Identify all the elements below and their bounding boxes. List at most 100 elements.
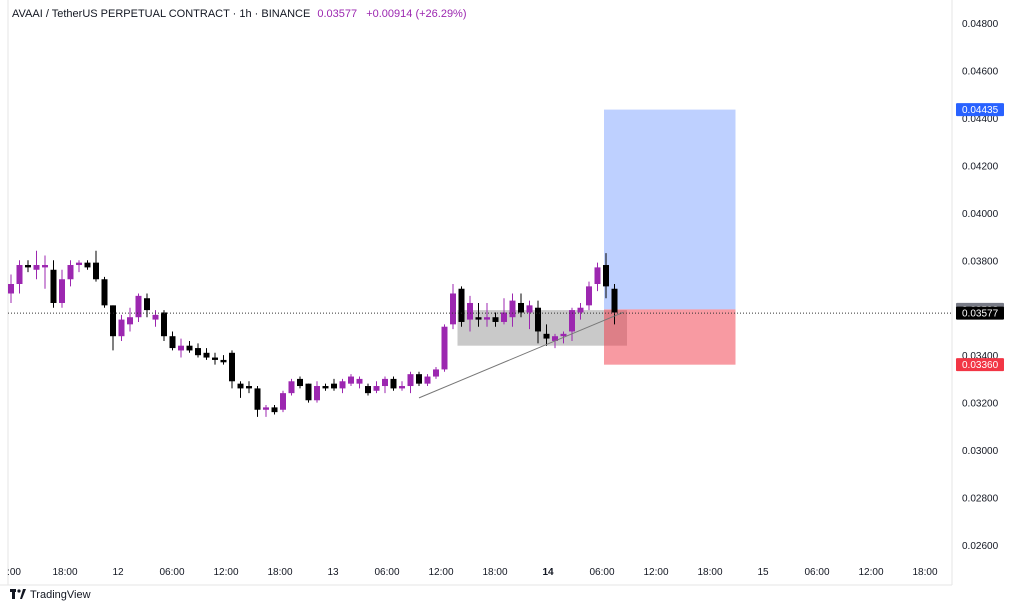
- candle: [50, 260, 57, 308]
- chart-legend-header: AVAAI / TetherUS PERPETUAL CONTRACT · 1h…: [12, 8, 467, 20]
- candle: [203, 348, 210, 360]
- candle-body: [331, 383, 337, 389]
- tradingview-logo-icon: [10, 588, 26, 602]
- candle: [407, 371, 414, 394]
- position-target-zone: [604, 109, 736, 310]
- candle: [535, 300, 541, 344]
- candle-body: [603, 265, 609, 287]
- trendline: [418, 312, 624, 399]
- candle: [543, 324, 550, 346]
- candle: [280, 390, 286, 413]
- candle: [186, 340, 193, 353]
- candle: [25, 260, 31, 273]
- price-tick-label: 0.03000: [962, 446, 999, 457]
- candle: [16, 260, 23, 294]
- candle-body: [144, 298, 150, 311]
- candle-body: [560, 333, 567, 337]
- brand-name: TradingView: [30, 589, 91, 601]
- time-tick-label: 18:00: [697, 567, 722, 578]
- price-tick-label: 0.04200: [962, 161, 999, 172]
- time-tick-label: 18:00: [267, 567, 292, 578]
- symbol-title[interactable]: AVAAI / TetherUS PERPETUAL CONTRACT · 1h…: [12, 8, 311, 20]
- candle-body: [509, 300, 516, 318]
- candle: [450, 284, 456, 330]
- candle-body: [373, 386, 380, 391]
- candle: [135, 293, 142, 322]
- candle-body: [169, 336, 176, 349]
- price-tag: 0.03360: [956, 358, 1004, 372]
- time-tick-label: 12: [112, 567, 124, 578]
- candle-body: [382, 378, 388, 387]
- time-tick-label: 15: [757, 567, 769, 578]
- candles-layer: [8, 250, 618, 417]
- candle-body: [288, 381, 295, 394]
- candle-body: [586, 286, 592, 306]
- candle-body: [314, 386, 320, 401]
- candle-body: [59, 279, 65, 303]
- price-tag-label: 0.04435: [962, 105, 999, 116]
- candle-body: [161, 312, 167, 337]
- candle: [356, 376, 363, 389]
- candle-body: [399, 386, 405, 389]
- price-tick-label: 0.03800: [962, 256, 999, 267]
- candle-body: [212, 357, 218, 360]
- time-tick-label: 06:00: [159, 567, 184, 578]
- candle-body: [195, 348, 201, 356]
- candle-body: [365, 386, 371, 394]
- candle: [399, 381, 405, 391]
- candle-body: [467, 302, 473, 320]
- candle: [297, 376, 303, 389]
- time-tick-label: 12:00: [858, 567, 883, 578]
- candle-body: [178, 345, 184, 351]
- candle-body: [339, 381, 346, 389]
- candle-body: [458, 288, 465, 322]
- candle: [33, 250, 40, 280]
- candle: [314, 381, 320, 403]
- candle: [246, 381, 252, 394]
- candle-body: [526, 305, 533, 313]
- candle: [416, 371, 422, 387]
- candle-body: [577, 307, 584, 313]
- tradingview-brand[interactable]: TradingView: [10, 588, 91, 602]
- price-tag-label: 0.03577: [962, 309, 999, 320]
- candle: [212, 352, 218, 365]
- time-tick-label: :00: [7, 567, 21, 578]
- candle-body: [25, 265, 31, 268]
- candle-body: [475, 317, 482, 320]
- candle-body: [271, 407, 278, 413]
- candle-body: [152, 314, 159, 320]
- time-scale[interactable]: :00 18:00 12 06:00 12:00 18:00 13 06:00 12:00 18:…: [7, 567, 938, 578]
- candle-body: [552, 336, 558, 341]
- drawing-lines-layer: [8, 312, 952, 399]
- candle-body: [67, 265, 74, 280]
- candle-body: [33, 265, 40, 270]
- candle: [458, 286, 465, 327]
- candle-body: [441, 326, 448, 370]
- candle: [263, 405, 269, 417]
- time-tick-label: 12:00: [213, 567, 238, 578]
- candle-body: [356, 378, 363, 384]
- candle: [526, 300, 533, 330]
- candle-body: [50, 269, 57, 303]
- candle: [237, 381, 244, 398]
- candle-body: [450, 293, 456, 325]
- price-tick-label: 0.03200: [962, 399, 999, 410]
- candle: [475, 302, 482, 327]
- candle: [373, 381, 380, 394]
- range-box-layer: [457, 310, 627, 346]
- candle: [611, 284, 618, 325]
- long-position-tool[interactable]: [604, 109, 736, 365]
- candle-body: [263, 407, 269, 410]
- price-tag-bg: [956, 103, 1004, 117]
- time-tick-label: 06:00: [374, 567, 399, 578]
- candle: [127, 307, 133, 332]
- candle: [254, 386, 261, 417]
- time-tick-label: 06:00: [804, 567, 829, 578]
- price-tag-label: 0.03360: [962, 360, 999, 371]
- candle: [101, 276, 108, 308]
- candle-body: [127, 317, 133, 325]
- candle-body: [424, 376, 431, 384]
- price-tick-label: 0.04600: [962, 66, 999, 77]
